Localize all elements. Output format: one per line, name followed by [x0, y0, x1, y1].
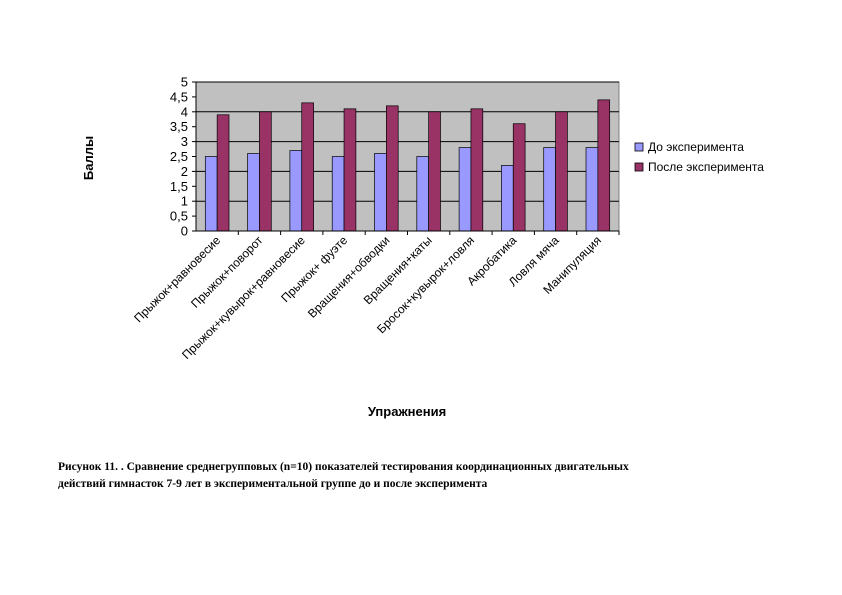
y-axis-title: Баллы [81, 136, 96, 180]
bar-after [512, 123, 526, 232]
bar-before [331, 156, 345, 232]
bar-after [301, 102, 314, 232]
bar-before [416, 156, 429, 232]
y-tick-label: 0,5 [170, 209, 188, 224]
y-tick-label: 3 [181, 134, 188, 149]
y-tick-label: 1 [181, 194, 188, 209]
bar-before [585, 147, 599, 232]
bar-after [343, 108, 357, 232]
bar-after [386, 105, 399, 232]
y-tick-label: 2,5 [170, 149, 188, 164]
x-ticks: Прыжок+равновесиеПрыжок+поворотПрыжок+ку… [131, 231, 620, 362]
figure-caption: Рисунок 11. . Сравнение среднегрупповых … [58, 459, 758, 493]
bar-before [458, 147, 472, 232]
y-tick-label: 5 [181, 75, 188, 90]
bar-after [597, 99, 611, 232]
bar-before [374, 153, 387, 232]
y-tick-label: 4 [181, 104, 188, 119]
legend: До эксперимента После эксперимента [634, 140, 764, 174]
bar-after [428, 111, 441, 232]
legend-swatch-before [634, 142, 644, 152]
legend-swatch-after [634, 162, 644, 172]
bar-before [204, 156, 218, 232]
y-ticks: 00,511,522,533,544,55 [170, 75, 196, 239]
y-tick-label: 4,5 [170, 89, 188, 104]
y-tick-label: 2 [181, 164, 188, 179]
x-tick-label: Вращения+обводки [305, 233, 393, 321]
y-tick-label: 0 [181, 224, 188, 239]
bar-before [501, 165, 514, 232]
bar-after [555, 111, 568, 232]
caption-line-2: действий гимнасток 7-9 лет в эксперимент… [58, 478, 488, 490]
legend-label-before: До эксперимента [648, 140, 744, 154]
bars [204, 99, 611, 232]
bar-before [289, 150, 303, 232]
y-tick-label: 3,5 [170, 119, 188, 134]
legend-label-after: После эксперимента [648, 160, 764, 174]
caption-line-1: Рисунок 11. . Сравнение среднегрупповых … [58, 461, 629, 473]
bar-before [247, 153, 260, 232]
bar-after [216, 114, 230, 232]
x-axis-title: Упражнения [368, 404, 446, 419]
y-tick-label: 1,5 [170, 179, 188, 194]
x-tick-label: Прыжок+поворот [188, 233, 266, 311]
bar-after [470, 108, 484, 232]
bar-before [543, 147, 556, 232]
bar-after [259, 111, 272, 232]
